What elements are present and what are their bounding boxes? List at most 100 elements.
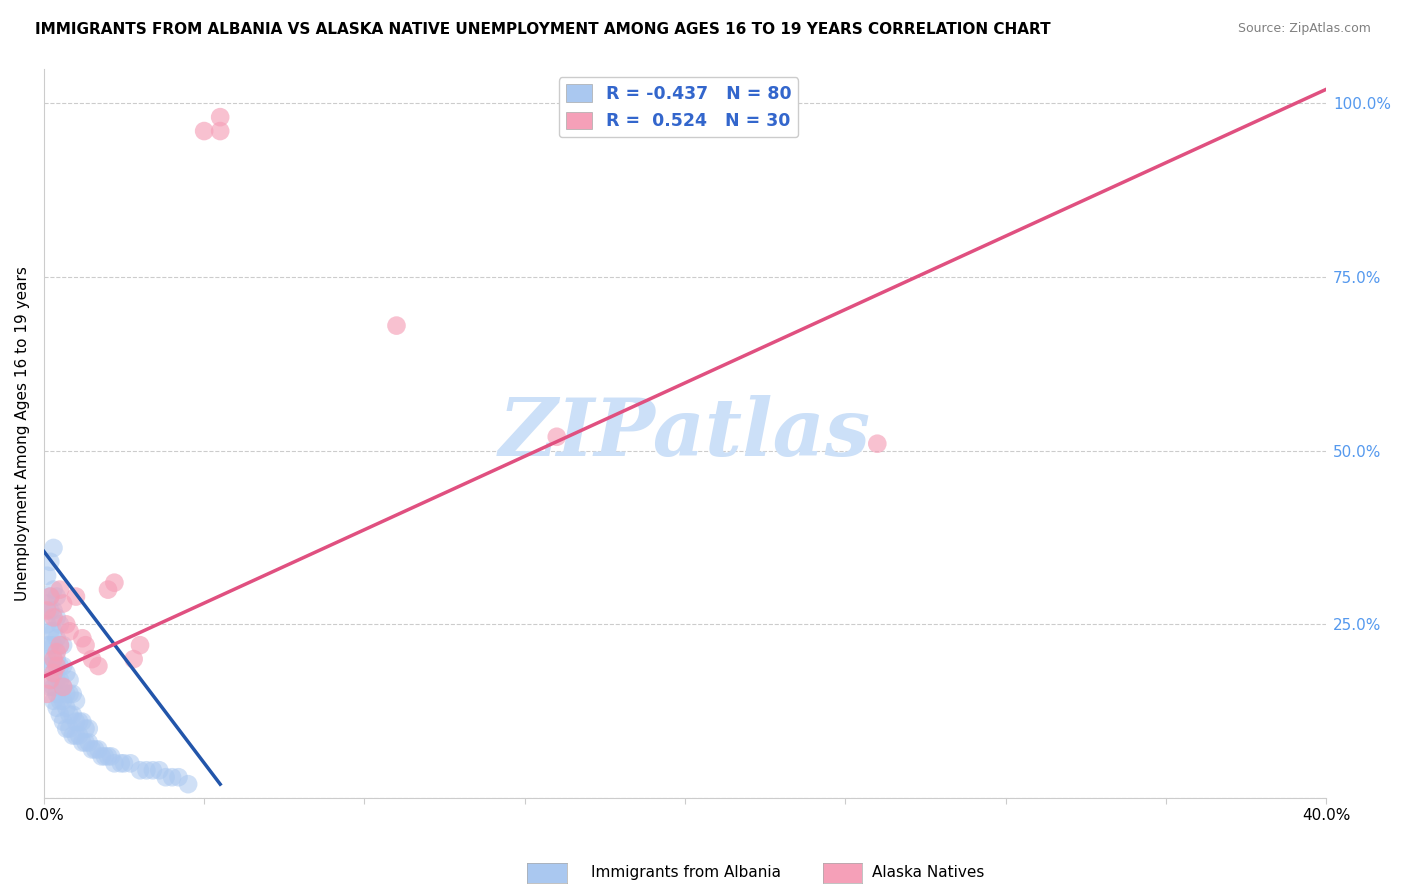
Point: [42, 624, 65, 639]
Point: [49, 617, 72, 632]
Point: [52, 638, 75, 652]
Point: [58, 624, 80, 639]
Point: [209, 124, 232, 138]
Point: [87, 742, 110, 756]
Point: [39, 555, 62, 569]
Point: [42, 610, 65, 624]
Point: [39, 659, 62, 673]
Point: [94, 749, 117, 764]
Point: [42, 541, 65, 555]
Point: [35, 638, 58, 652]
Point: [67, 729, 90, 743]
Point: [49, 582, 72, 597]
Point: [122, 652, 145, 666]
Point: [49, 638, 72, 652]
Point: [39, 590, 62, 604]
Point: [49, 707, 72, 722]
Point: [52, 659, 75, 673]
Point: [72, 714, 94, 729]
Point: [209, 110, 232, 124]
Point: [35, 617, 58, 632]
Point: [35, 652, 58, 666]
Point: [65, 694, 87, 708]
Point: [35, 603, 58, 617]
Point: [55, 665, 77, 680]
Point: [55, 700, 77, 714]
Point: [39, 680, 62, 694]
Point: [42, 665, 65, 680]
Point: [103, 575, 125, 590]
Point: [177, 777, 200, 791]
Point: [148, 764, 170, 778]
Text: Immigrants from Albania: Immigrants from Albania: [591, 865, 780, 880]
Point: [84, 742, 107, 756]
Point: [546, 430, 568, 444]
Point: [80, 742, 103, 756]
Y-axis label: Unemployment Among Ages 16 to 19 years: Unemployment Among Ages 16 to 19 years: [15, 266, 30, 600]
Point: [90, 749, 112, 764]
Point: [866, 436, 889, 450]
Point: [42, 603, 65, 617]
Point: [55, 617, 77, 632]
Point: [62, 687, 84, 701]
Point: [42, 694, 65, 708]
Point: [62, 729, 84, 743]
Point: [45, 652, 67, 666]
Point: [110, 756, 132, 771]
Point: [45, 590, 67, 604]
Point: [45, 659, 67, 673]
Point: [75, 722, 97, 736]
Point: [52, 597, 75, 611]
Point: [58, 722, 80, 736]
Point: [55, 687, 77, 701]
Point: [45, 673, 67, 687]
Point: [49, 694, 72, 708]
Point: [45, 687, 67, 701]
Point: [35, 597, 58, 611]
Point: [42, 652, 65, 666]
Point: [52, 680, 75, 694]
Point: [42, 652, 65, 666]
Point: [75, 638, 97, 652]
Point: [42, 680, 65, 694]
Point: [45, 700, 67, 714]
Point: [55, 722, 77, 736]
Point: [39, 624, 62, 639]
Text: Alaska Natives: Alaska Natives: [872, 865, 984, 880]
Point: [52, 694, 75, 708]
Point: [62, 707, 84, 722]
Point: [97, 749, 120, 764]
Point: [65, 590, 87, 604]
Point: [193, 124, 215, 138]
Text: IMMIGRANTS FROM ALBANIA VS ALASKA NATIVE UNEMPLOYMENT AMONG AGES 16 TO 19 YEARS : IMMIGRANTS FROM ALBANIA VS ALASKA NATIVE…: [35, 22, 1050, 37]
Text: ZIPatlas: ZIPatlas: [499, 394, 872, 472]
Point: [155, 770, 177, 784]
Point: [75, 735, 97, 749]
Point: [160, 770, 183, 784]
Point: [42, 638, 65, 652]
Point: [35, 687, 58, 701]
Point: [103, 756, 125, 771]
Point: [167, 770, 190, 784]
Point: [77, 735, 100, 749]
Point: [49, 659, 72, 673]
Point: [39, 673, 62, 687]
Point: [112, 756, 135, 771]
Point: [45, 610, 67, 624]
Point: [97, 582, 120, 597]
Point: [65, 729, 87, 743]
Point: [45, 632, 67, 646]
Text: Source: ZipAtlas.com: Source: ZipAtlas.com: [1237, 22, 1371, 36]
Point: [135, 764, 157, 778]
Point: [80, 652, 103, 666]
Point: [87, 659, 110, 673]
Point: [67, 714, 90, 729]
Point: [58, 707, 80, 722]
Point: [120, 756, 142, 771]
Point: [52, 714, 75, 729]
Point: [65, 714, 87, 729]
Point: [129, 638, 152, 652]
Point: [72, 632, 94, 646]
Point: [58, 687, 80, 701]
Point: [42, 582, 65, 597]
